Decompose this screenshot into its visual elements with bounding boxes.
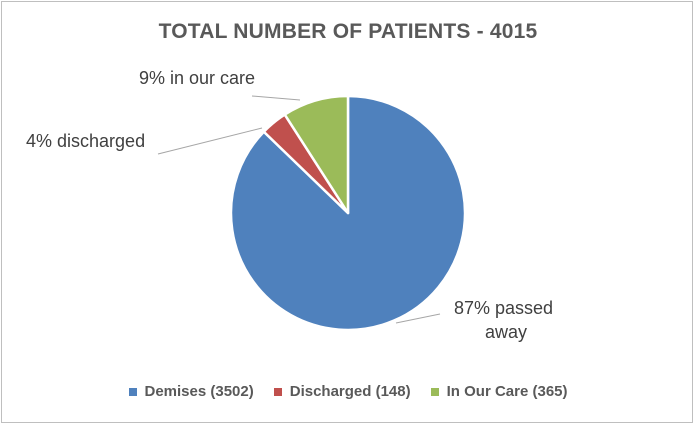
legend-item-discharged: Discharged (148): [273, 383, 411, 400]
legend-swatch-demises: [128, 387, 137, 396]
legend-item-demises: Demises (3502): [128, 383, 254, 400]
leader-line-discharged: [157, 127, 263, 155]
legend-label-discharged: Discharged (148): [289, 383, 411, 400]
data-label-discharged: 4% discharged: [26, 131, 145, 151]
chart-title: TOTAL NUMBER OF PATIENTS - 4015: [158, 20, 538, 43]
legend-label-in-our-care: In Our Care (365): [446, 383, 568, 400]
leader-line-in-our-care: [251, 95, 301, 101]
data-label-in-our-care: 9% in our care: [139, 68, 255, 88]
legend-swatch-in-our-care: [430, 387, 439, 396]
legend-label-demises: Demises (3502): [144, 383, 254, 400]
legend: Demises (3502) Discharged (148) In Our C…: [0, 383, 696, 400]
pie-slice-in-our-care: [283, 94, 350, 215]
leader-line-demises: [395, 313, 441, 324]
legend-item-in-our-care: In Our Care (365): [430, 383, 568, 400]
data-label-demises: 87% passed away: [454, 298, 553, 342]
legend-swatch-discharged: [273, 387, 282, 396]
